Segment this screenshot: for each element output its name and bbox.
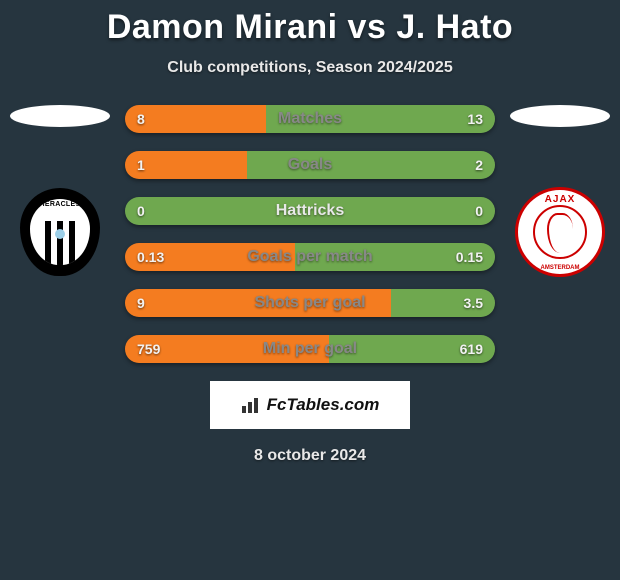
watermark-chart-icon [241, 396, 263, 414]
heracles-shield-icon: HERACLES [20, 188, 100, 276]
stat-label: Hattricks [125, 197, 495, 225]
page-subtitle: Club competitions, Season 2024/2025 [0, 59, 620, 77]
date-label: 8 october 2024 [0, 447, 620, 465]
stat-row: 759619Min per goal [125, 335, 495, 363]
ajax-badge-bottom: AMSTERDAM [518, 265, 602, 271]
stat-row: 93.5Shots per goal [125, 289, 495, 317]
left-player-ellipse [10, 105, 110, 127]
left-club-badge: HERACLES [10, 182, 110, 282]
ajax-badge-icon: AJAX AMSTERDAM [515, 187, 605, 277]
stat-label: Min per goal [125, 335, 495, 363]
page-title: Damon Mirani vs J. Hato [0, 0, 620, 47]
right-player-ellipse [510, 105, 610, 127]
stat-row: 12Goals [125, 151, 495, 179]
stat-label: Goals [125, 151, 495, 179]
ajax-badge-top: AJAX [518, 194, 602, 205]
stat-label: Goals per match [125, 243, 495, 271]
right-side: AJAX AMSTERDAM [510, 105, 610, 282]
stat-bars: 813Matches 12Goals 00Hattricks 0.130.15Goal… [125, 105, 495, 363]
stat-row: 813Matches [125, 105, 495, 133]
stat-row: 00Hattricks [125, 197, 495, 225]
right-club-badge: AJAX AMSTERDAM [510, 182, 610, 282]
stat-label: Matches [125, 105, 495, 133]
stat-label: Shots per goal [125, 289, 495, 317]
heracles-badge-text: HERACLES [30, 201, 90, 208]
watermark-text: FcTables.com [267, 395, 380, 415]
watermark: FcTables.com [210, 381, 410, 429]
comparison-content: HERACLES AJAX AMSTERDAM 813Matches 12Goal… [0, 105, 620, 465]
left-side: HERACLES [10, 105, 110, 282]
stat-row: 0.130.15Goals per match [125, 243, 495, 271]
